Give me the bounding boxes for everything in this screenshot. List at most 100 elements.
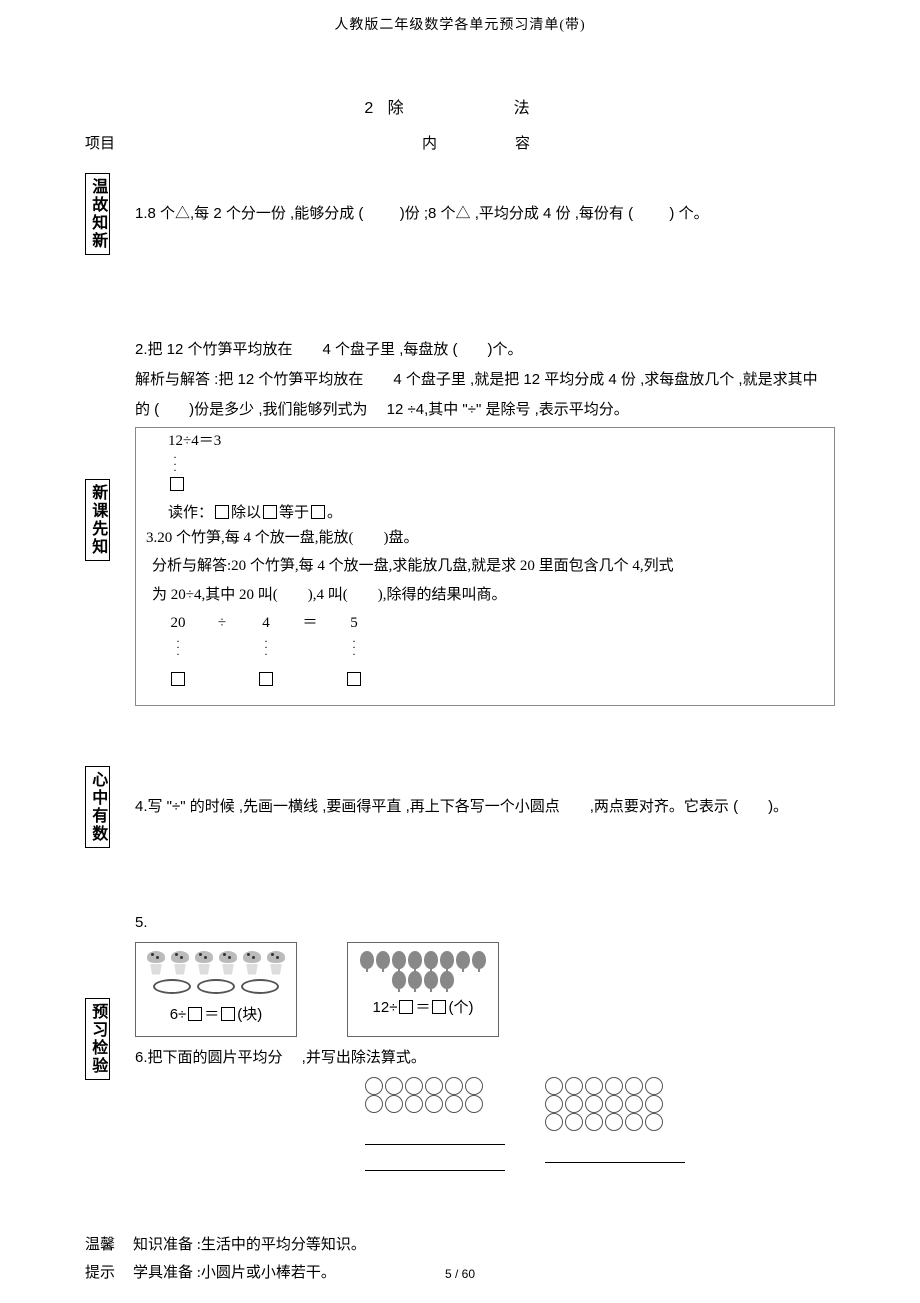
- read-b: 除以: [231, 505, 261, 521]
- fig-b-caption: 12÷＝(个): [358, 993, 488, 1023]
- circle-icon: [565, 1113, 583, 1131]
- blank-box-icon: [259, 672, 273, 686]
- section-xinzhongyoushu: 心中有数 4.写 "÷" 的时候 ,先画一横线 ,要画得平直 ,再上下各写一个小…: [85, 766, 835, 848]
- circle-icon: [545, 1095, 563, 1113]
- section-yuxijianyan: 预习检验 5.: [85, 908, 835, 1171]
- q6-grids: [365, 1077, 835, 1171]
- cap-b2: ＝: [415, 999, 430, 1016]
- section-body-4: 5.: [119, 908, 835, 1171]
- q5-label: 5.: [135, 908, 835, 938]
- circle-grid-1: [365, 1077, 505, 1171]
- eq1-top: 12÷4＝3: [168, 432, 824, 454]
- q3-line2: 分析与解答:20 个竹笋,每 4 个放一盘,求能放几盘,就是求 20 里面包含几…: [146, 552, 824, 581]
- circle-icon: [645, 1113, 663, 1131]
- circle-icon: [385, 1095, 403, 1113]
- q1-part-a: 1.8 个△,每 2 个分一份 ,能够分成 (: [135, 205, 363, 222]
- eq1-diagram: 12÷4＝3 ··· 读作：除以等于。: [146, 432, 824, 524]
- cupcake-icon: [194, 951, 214, 975]
- circle-icon: [465, 1095, 483, 1113]
- eq2-op: ÷: [200, 609, 244, 638]
- q2-line3: 的 ( )份是多少 ,我们能够列式为 12 ÷4,其中 "÷" 是除号 ,表示平…: [135, 395, 835, 425]
- plate-icon: [241, 979, 279, 994]
- circle-icon: [445, 1095, 463, 1113]
- section-body-1: 1.8 个△,每 2 个分一份 ,能够分成 ( )份 ;8 个△ ,平均分成 4…: [119, 199, 835, 229]
- circle-icon: [445, 1077, 463, 1095]
- blank-box-icon: [221, 1007, 235, 1021]
- section-body-3: 4.写 "÷" 的时候 ,先画一横线 ,要画得平直 ,再上下各写一个小圆点 ,两…: [119, 792, 835, 822]
- balloon-icon: [424, 971, 438, 989]
- answer-line: [365, 1149, 505, 1171]
- col1-label: 项目: [85, 132, 133, 153]
- page-footer: 5 / 60: [0, 1267, 920, 1281]
- section-xinkexianzhi: 新课先知 2.把 12 个竹笋平均放在 4 个盘子里 ,每盘放 ( )个。 解析…: [85, 335, 835, 706]
- cap-b3: (个): [448, 999, 473, 1016]
- section-label-4: 预习检验: [85, 998, 119, 1080]
- blank-box-icon: [311, 505, 325, 519]
- circle-icon: [625, 1077, 643, 1095]
- eq2-diagram: 20÷4＝5 ·········: [146, 609, 824, 695]
- circle-icon: [545, 1113, 563, 1131]
- circle-icon: [645, 1095, 663, 1113]
- cupcake-icon: [218, 951, 238, 975]
- circle-icon: [425, 1095, 443, 1113]
- section-label-1: 温故知新: [85, 173, 119, 255]
- blank-box-icon: [399, 1000, 413, 1014]
- plate-icon: [197, 979, 235, 994]
- column-headers: 项目 内 容: [85, 132, 835, 153]
- balloon-icon: [456, 951, 470, 969]
- section-label-2: 新课先知: [85, 479, 119, 561]
- fig-cupcakes: 6÷ ＝ (块): [135, 942, 297, 1037]
- q6-text: 6.把下面的圆片平均分 ,并写出除法算式。: [135, 1043, 835, 1073]
- balloon-icon: [360, 951, 374, 969]
- q1-part-b: )份 ;8 个△ ,平均分成 4 份 ,每份有 (: [400, 205, 633, 222]
- read-c: 等于: [279, 505, 309, 521]
- blank-box-icon: [170, 477, 184, 491]
- blank-box-icon: [171, 672, 185, 686]
- blank-box-icon: [432, 1000, 446, 1014]
- boxed-content: 12÷4＝3 ··· 读作：除以等于。 3.20 个竹笋,每 4 个放一盘,能放…: [135, 427, 835, 706]
- balloon-icon: [376, 951, 390, 969]
- tips-l1: 温馨: [85, 1231, 115, 1260]
- section-wenguzhixin: 温故知新 1.8 个△,每 2 个分一份 ,能够分成 ( )份 ;8 个△ ,平…: [85, 173, 835, 255]
- balloon-icon: [472, 951, 486, 969]
- section-label-1-text: 温故知新: [85, 173, 110, 255]
- cupcake-icon: [242, 951, 262, 975]
- circle-icon: [645, 1077, 663, 1095]
- circle-icon: [565, 1095, 583, 1113]
- circle-grid-2: [545, 1077, 685, 1171]
- blank-box-icon: [347, 672, 361, 686]
- circle-icon: [405, 1095, 423, 1113]
- eq1-read: 读作：除以等于。: [168, 504, 824, 524]
- tips-t1: 知识准备 :生活中的平均分等知识。: [133, 1231, 366, 1260]
- cap-a2: ＝: [204, 1006, 219, 1023]
- cupcake-icon: [266, 951, 286, 975]
- circle-icon: [585, 1077, 603, 1095]
- cap-a1: 6÷: [170, 1006, 187, 1023]
- circle-icon: [365, 1095, 383, 1113]
- circle-icon: [605, 1113, 623, 1131]
- balloon-icon: [440, 951, 454, 969]
- q2-line2: 解析与解答 :把 12 个竹笋平均放在 4 个盘子里 ,就是把 12 平均分成 …: [135, 365, 835, 395]
- fig-a-caption: 6÷ ＝ (块): [146, 1000, 286, 1030]
- q2-line1: 2.把 12 个竹笋平均放在 4 个盘子里 ,每盘放 ( )个。: [135, 335, 835, 365]
- answer-line: [365, 1121, 505, 1145]
- balloon-icon: [424, 951, 438, 969]
- q1-part-c: ) 个。: [669, 205, 708, 222]
- blank-box-icon: [263, 505, 277, 519]
- circle-icon: [605, 1095, 623, 1113]
- cap-a3: (块): [237, 1006, 262, 1023]
- chapter-title: 除 法: [388, 100, 556, 117]
- circle-icon: [385, 1077, 403, 1095]
- circle-icon: [585, 1095, 603, 1113]
- circle-icon: [605, 1077, 623, 1095]
- col2-label: 内 容: [133, 132, 835, 153]
- q5-figures: 6÷＝(块) 12÷＝(个): [135, 942, 835, 1037]
- eq2-eq: ＝: [288, 609, 332, 638]
- balloon-icon: [408, 971, 422, 989]
- section-label-3-text: 心中有数: [85, 766, 110, 848]
- chapter-heading: 2 除 法: [85, 94, 835, 118]
- page-content: 2 除 法 项目 内 容 温故知新 1.8 个△,每 2 个分一份 ,能够分成 …: [0, 94, 920, 1288]
- balloon-icon: [440, 971, 454, 989]
- circle-icon: [425, 1077, 443, 1095]
- answer-line: [545, 1139, 685, 1163]
